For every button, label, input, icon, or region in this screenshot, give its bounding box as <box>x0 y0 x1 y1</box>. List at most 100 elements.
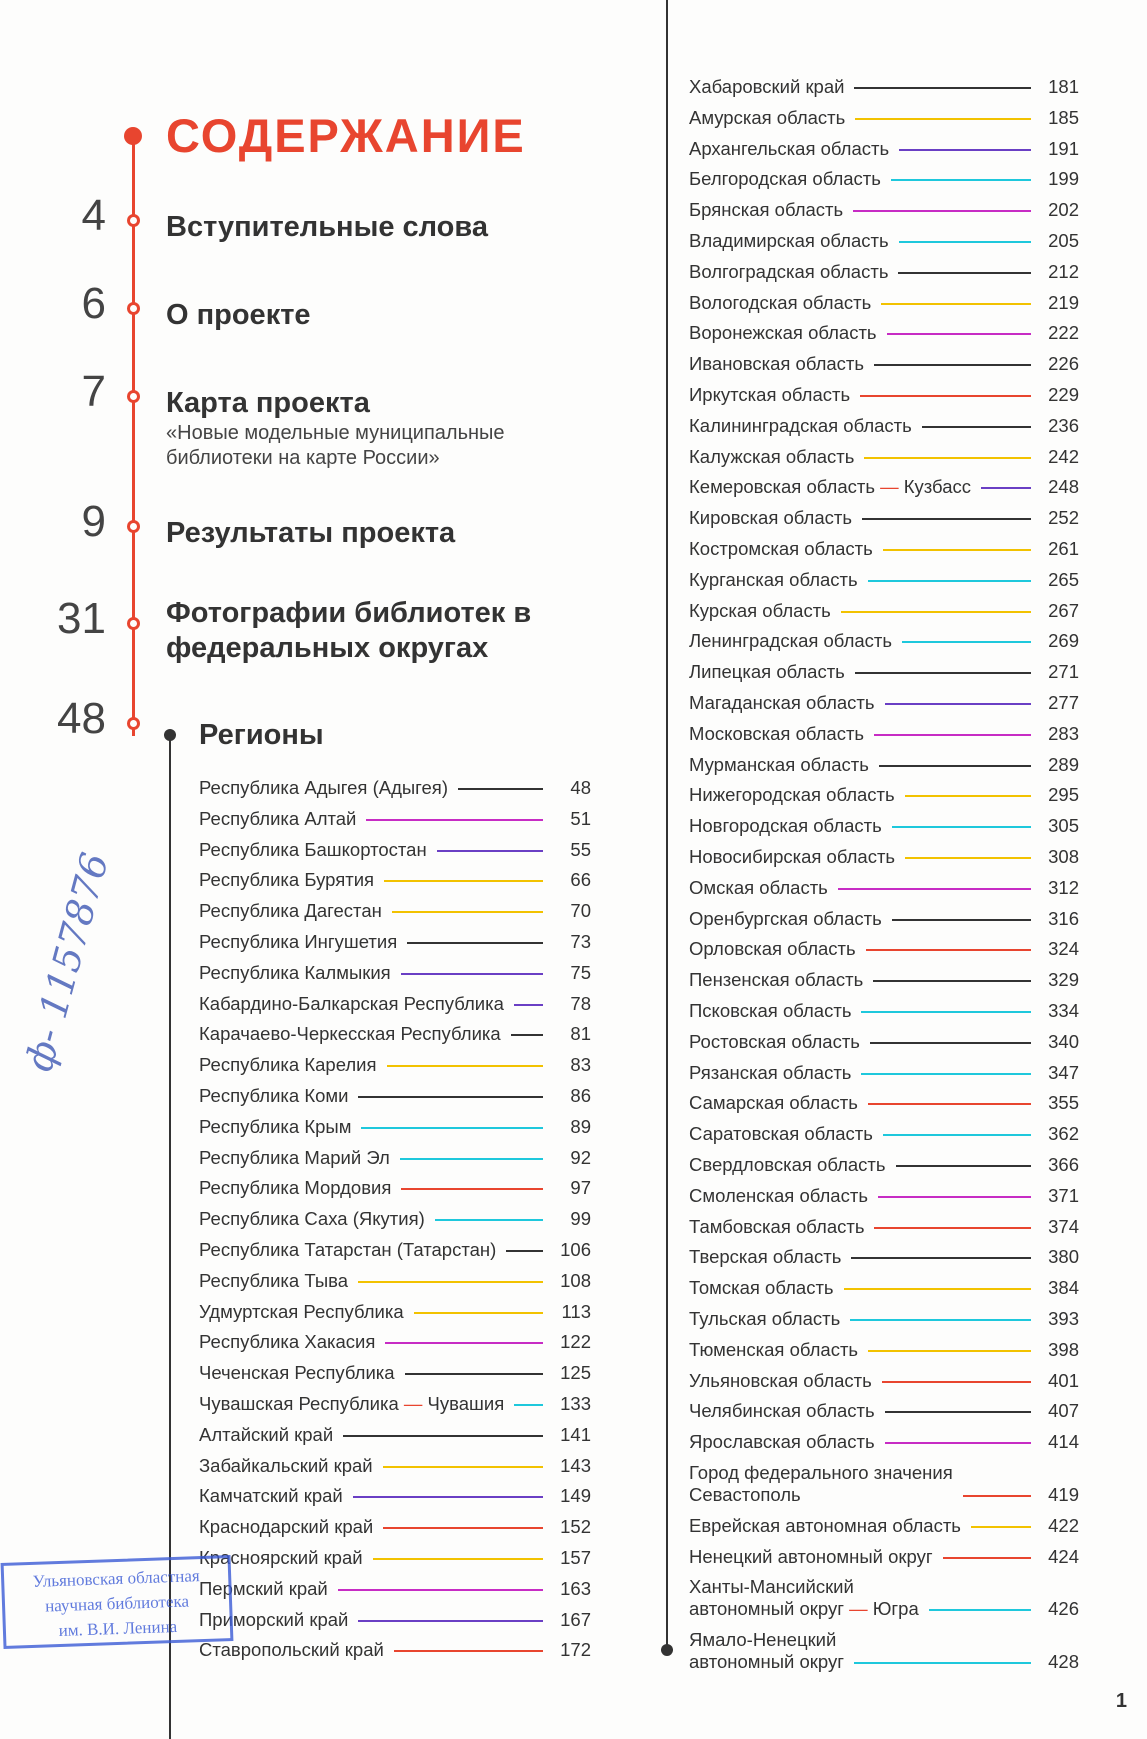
region-row[interactable]: Республика Татарстан (Татарстан) 106 <box>199 1239 591 1261</box>
region-row[interactable]: Псковская область 334 <box>689 1000 1079 1022</box>
region-row[interactable]: Мурманская область 289 <box>689 754 1079 776</box>
section-page-number: 7 <box>81 367 106 416</box>
region-row[interactable]: Курганская область 265 <box>689 569 1079 591</box>
section-entry[interactable]: Вступительные слова <box>166 210 586 245</box>
region-row[interactable]: Ульяновская область 401 <box>689 1370 1079 1392</box>
leader-line <box>891 918 1031 921</box>
region-row[interactable]: Ямало-Ненецкий автономный округ 428 <box>689 1629 1079 1673</box>
region-row[interactable]: Еврейская автономная область 422 <box>689 1515 1079 1537</box>
region-row[interactable]: Новгородская область 305 <box>689 815 1079 837</box>
region-row[interactable]: Республика Алтай 51 <box>199 808 591 830</box>
region-row[interactable]: Камчатский край 149 <box>199 1485 591 1507</box>
region-row[interactable]: Республика Марий Эл 92 <box>199 1147 591 1169</box>
region-row[interactable]: Вологодская область 219 <box>689 292 1079 314</box>
region-row[interactable]: Республика Карелия 83 <box>199 1054 591 1076</box>
section-title: О проекте <box>166 299 311 331</box>
region-row[interactable]: Республика Мордовия 97 <box>199 1177 591 1199</box>
leader-line <box>891 826 1031 829</box>
region-row[interactable]: Томская область 384 <box>689 1277 1079 1299</box>
region-row[interactable]: Республика Хакасия 122 <box>199 1331 591 1353</box>
region-row[interactable]: Пермский край 163 <box>199 1578 591 1600</box>
region-row[interactable]: Приморский край 167 <box>199 1609 591 1631</box>
region-row[interactable]: Пензенская область 329 <box>689 969 1079 991</box>
region-row[interactable]: Курская область 267 <box>689 600 1079 622</box>
region-page-number: 226 <box>1048 353 1079 375</box>
region-name: Нижегородская область <box>689 784 895 806</box>
region-page-number: 97 <box>570 1177 591 1199</box>
region-row[interactable]: Ростовская область 340 <box>689 1031 1079 1053</box>
region-row[interactable]: Московская область 283 <box>689 723 1079 745</box>
region-row[interactable]: Ханты-Мансийский автономный округ — Югра 4… <box>689 1576 1079 1620</box>
region-row[interactable]: Волгоградская область 212 <box>689 261 1079 283</box>
region-row[interactable]: Республика Коми 86 <box>199 1085 591 1107</box>
region-row[interactable]: Липецкая область 271 <box>689 661 1079 683</box>
region-row[interactable]: Республика Дагестан 70 <box>199 900 591 922</box>
region-row[interactable]: Республика Тыва 108 <box>199 1270 591 1292</box>
section-entry[interactable]: Фотографии библиотек в федеральных округ… <box>166 596 586 666</box>
section-entry[interactable]: Карта проекта «Новые модельные муниципаль… <box>166 386 586 471</box>
region-row[interactable]: Хабаровский край 181 <box>689 76 1079 98</box>
region-row[interactable]: Костромская область 261 <box>689 538 1079 560</box>
region-row[interactable]: Ленинградская область 269 <box>689 630 1079 652</box>
region-name-text: Московская область <box>689 722 865 744</box>
region-row[interactable]: Ивановская область 226 <box>689 353 1079 375</box>
leader-line <box>904 795 1031 798</box>
region-row[interactable]: Смоленская область 371 <box>689 1185 1079 1207</box>
region-row[interactable]: Самарская область 355 <box>689 1092 1079 1114</box>
region-row[interactable]: Тамбовская область 374 <box>689 1216 1079 1238</box>
region-page-number: 334 <box>1048 1000 1079 1021</box>
region-row[interactable]: Калининградская область 236 <box>689 415 1079 437</box>
region-row[interactable]: Магаданская область 277 <box>689 692 1079 714</box>
region-row[interactable]: Оренбургская область 316 <box>689 908 1079 930</box>
region-row[interactable]: Омская область 312 <box>689 877 1079 899</box>
region-row[interactable]: Тюменская область 398 <box>689 1339 1079 1361</box>
region-row[interactable]: Республика Калмыкия 75 <box>199 962 591 984</box>
region-row[interactable]: Владимирская область 205 <box>689 230 1079 252</box>
leader-line <box>837 887 1031 890</box>
region-row[interactable]: Воронежская область 222 <box>689 322 1079 344</box>
section-entry[interactable]: Результаты проекта <box>166 516 586 551</box>
region-row[interactable]: Белгородская область 199 <box>689 168 1079 190</box>
region-row[interactable]: Республика Саха (Якутия) 99 <box>199 1208 591 1230</box>
region-name: Волгоградская область <box>689 261 888 283</box>
region-page-number: 312 <box>1048 876 1079 898</box>
region-row[interactable]: Красноярский край 157 <box>199 1547 591 1569</box>
region-row[interactable]: Республика Бурятия 66 <box>199 869 591 891</box>
region-row[interactable]: Иркутская область 229 <box>689 384 1079 406</box>
region-row[interactable]: Кемеровская область — Кузбасс 248 <box>689 476 1079 498</box>
region-row[interactable]: Ненецкий автономный округ 424 <box>689 1546 1079 1568</box>
region-row[interactable]: Республика Крым 89 <box>199 1116 591 1138</box>
region-row[interactable]: Тульская область 393 <box>689 1308 1079 1330</box>
region-row[interactable]: Удмуртская Республика 113 <box>199 1301 591 1323</box>
region-row[interactable]: Брянская область 202 <box>689 199 1079 221</box>
section-entry[interactable]: О проекте <box>166 298 586 333</box>
region-row[interactable]: Свердловская область 366 <box>689 1154 1079 1176</box>
region-row[interactable]: Рязанская область 347 <box>689 1062 1079 1084</box>
region-row[interactable]: Республика Адыгея (Адыгея) 48 <box>199 777 591 799</box>
region-row[interactable]: Ставропольский край 172 <box>199 1639 591 1661</box>
region-row[interactable]: Республика Ингушетия 73 <box>199 931 591 953</box>
region-row[interactable]: Забайкальский край 143 <box>199 1455 591 1477</box>
region-row[interactable]: Челябинская область 407 <box>689 1400 1079 1422</box>
leader-line <box>352 1496 543 1499</box>
region-row[interactable]: Амурская область 185 <box>689 107 1079 129</box>
region-row[interactable]: Ярославская область 414 <box>689 1431 1079 1453</box>
region-row[interactable]: Орловская область 324 <box>689 938 1079 960</box>
region-row[interactable]: Кировская область 252 <box>689 507 1079 529</box>
region-row[interactable]: Краснодарский край 152 <box>199 1516 591 1538</box>
region-row[interactable]: Чеченская Республика 125 <box>199 1362 591 1384</box>
region-row[interactable]: Тверская область 380 <box>689 1246 1079 1268</box>
region-row[interactable]: Нижегородская область 295 <box>689 784 1079 806</box>
region-row[interactable]: Новосибирская область 308 <box>689 846 1079 868</box>
region-row[interactable]: Калужская область 242 <box>689 446 1079 468</box>
region-row[interactable]: Город федерального значения Севастополь 41… <box>689 1462 1079 1506</box>
region-row[interactable]: Архангельская область 191 <box>689 138 1079 160</box>
region-name: Республика Дагестан <box>199 900 382 922</box>
region-row[interactable]: Саратовская область 362 <box>689 1123 1079 1145</box>
region-row[interactable]: Чувашская Республика — Чувашия 133 <box>199 1393 591 1415</box>
region-name: Воронежская область <box>689 322 877 344</box>
region-row[interactable]: Алтайский край 141 <box>199 1424 591 1446</box>
region-row[interactable]: Карачаево-Черкесская Республика 81 <box>199 1023 591 1045</box>
region-row[interactable]: Кабардино-Балкарская Республика 78 <box>199 993 591 1015</box>
region-row[interactable]: Республика Башкортостан 55 <box>199 839 591 861</box>
